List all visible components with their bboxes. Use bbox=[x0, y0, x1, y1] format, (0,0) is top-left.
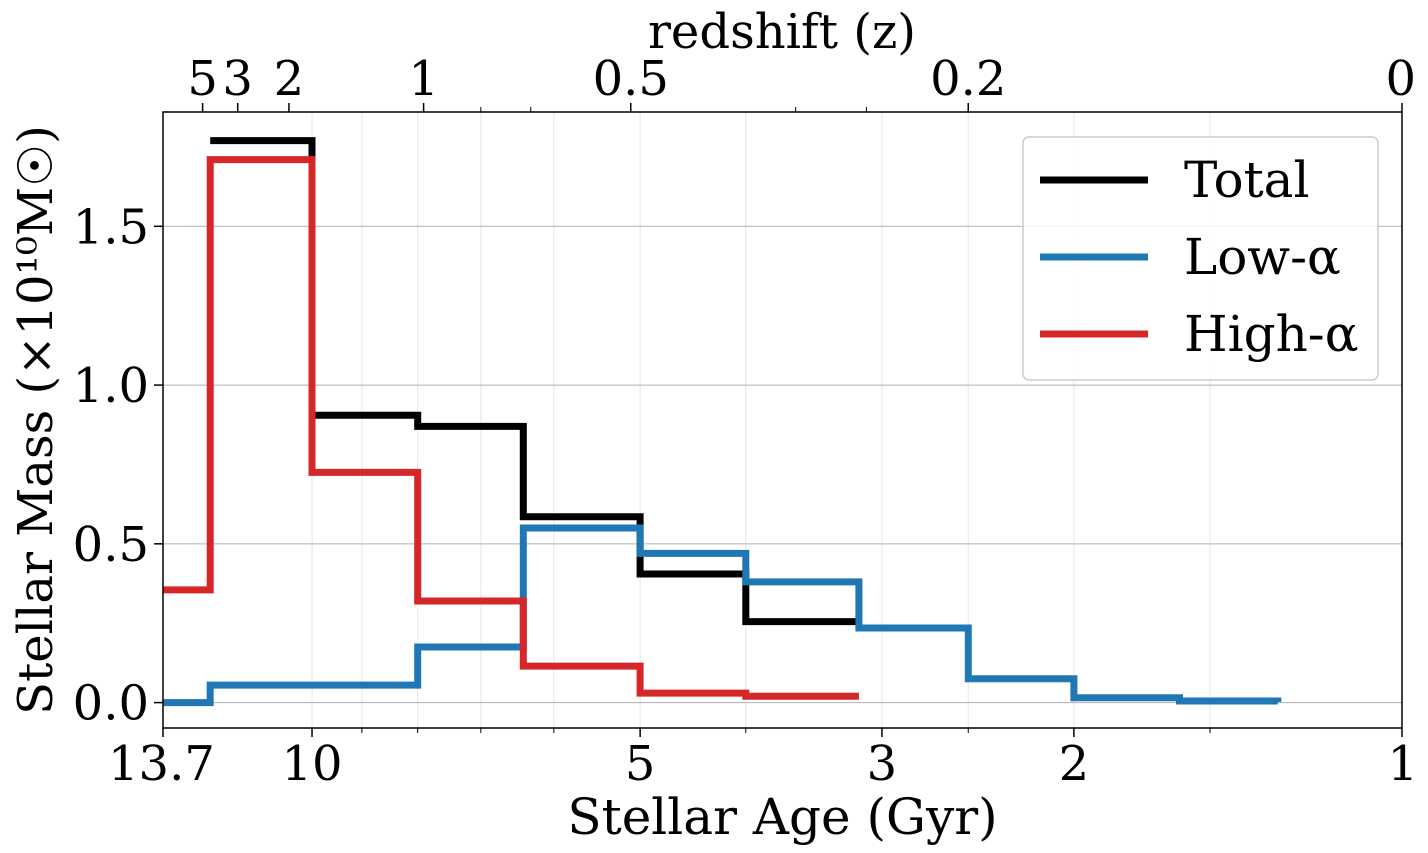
x-tick-label: 5 bbox=[625, 736, 656, 792]
tick-layer: 13.7 10 5 3 2 10.00.51.01.55 3 2 1 0.5 0.2 0 bbox=[73, 51, 1418, 792]
plot-frame bbox=[162, 111, 1403, 729]
y-tick-label: 1.0 bbox=[73, 358, 149, 414]
series-layer bbox=[163, 137, 1282, 707]
series-line-total bbox=[210, 137, 859, 626]
top-axis-label: redshift (z) bbox=[648, 4, 916, 60]
x-tick-label: 13.7 bbox=[108, 736, 215, 792]
x-tick-label: 3 bbox=[867, 736, 898, 792]
series-line-high bbox=[163, 156, 859, 700]
x-axis-label: Stellar Age (Gyr) bbox=[567, 788, 997, 846]
top-tick-label: 2 bbox=[274, 51, 305, 107]
legend-entry-label: High-α bbox=[1184, 305, 1358, 363]
x-tick-label: 2 bbox=[1059, 736, 1090, 792]
legend-entry-label: Total bbox=[1184, 151, 1309, 209]
top-tick-label: 5 bbox=[187, 51, 218, 107]
x-tick-label: 1 bbox=[1387, 736, 1418, 792]
top-tick-label: 0.5 bbox=[593, 51, 669, 107]
y-tick-label: 0.0 bbox=[73, 676, 149, 732]
legend-frame bbox=[1022, 136, 1379, 381]
y-tick-label: 0.5 bbox=[73, 517, 149, 573]
legend-entry-label: Low-α bbox=[1184, 228, 1341, 286]
legend: Total Low-α High-α bbox=[1022, 136, 1379, 381]
y-tick-label: 1.5 bbox=[73, 199, 149, 255]
top-tick-label: 3 bbox=[222, 51, 253, 107]
y-axis-label: Stellar Mass (×10¹⁰M☉) bbox=[8, 125, 64, 715]
x-tick-label: 10 bbox=[281, 736, 342, 792]
top-tick-label: 0.2 bbox=[930, 51, 1006, 107]
series-line-low bbox=[163, 524, 1282, 707]
top-tick-label: 0 bbox=[1385, 51, 1416, 107]
top-tick-label: 1 bbox=[408, 51, 439, 107]
